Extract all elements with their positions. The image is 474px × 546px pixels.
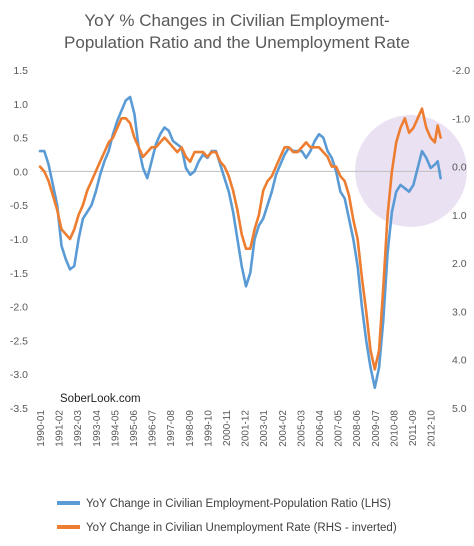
legend-label-employment-ratio: YoY Change in Civilian Employment-Popula… xyxy=(86,498,391,510)
x-tick-label: 2006-04 xyxy=(315,410,326,447)
series-line-employment-ratio xyxy=(38,95,442,389)
x-tick-label: 2012-10 xyxy=(427,410,438,447)
x-tick-label: 1996-07 xyxy=(148,410,159,447)
left-tick-label: -0.5 xyxy=(10,200,28,212)
x-tick-label: 1999-10 xyxy=(203,410,214,447)
x-tick-label: 2004-02 xyxy=(278,410,289,447)
watermark: SoberLook.com xyxy=(60,393,141,405)
right-tick-label: 0.0 xyxy=(452,162,467,174)
right-tick-label: 4.0 xyxy=(452,355,467,367)
chart-title-line-2: Population Ratio and the Unemployment Ra… xyxy=(64,33,410,52)
x-axis: 1990-01 1991-02 1992-03 1993-04 1994-05 1995-… xyxy=(36,410,438,447)
x-tick-label: 1997-08 xyxy=(166,410,177,447)
x-tick-label: 2011-09 xyxy=(408,410,419,446)
series-line-unemployment-rate xyxy=(38,107,442,371)
left-axis: 1.5 1.0 0.5 0.0 -0.5 -1.0 -1.5 -2.0 -2.5 -3.0 -3.5 xyxy=(10,65,28,415)
x-tick-label: 2008-06 xyxy=(352,410,363,447)
right-tick-label: 1.0 xyxy=(452,210,467,222)
left-tick-label: 1.0 xyxy=(13,99,28,111)
right-tick-label: 3.0 xyxy=(452,306,467,318)
left-tick-label: 1.5 xyxy=(13,65,28,77)
chart-title-line-1: YoY % Changes in Civilian Employment- xyxy=(84,11,389,30)
x-tick-label: 2003-01 xyxy=(259,410,270,447)
x-tick-label: 1995-06 xyxy=(129,410,140,447)
left-tick-label: -2.5 xyxy=(10,335,28,347)
x-tick-label: 2007-05 xyxy=(334,410,345,447)
left-tick-label: -3.5 xyxy=(10,403,28,415)
right-tick-label: -2.0 xyxy=(452,65,470,77)
legend-label-unemployment-rate: YoY Change in Civilian Unemployment Rate… xyxy=(86,522,397,534)
x-tick-label: 1990-01 xyxy=(36,410,47,447)
right-tick-label: -1.0 xyxy=(452,113,470,125)
x-tick-label: 1994-05 xyxy=(110,410,121,447)
x-tick-label: 1993-04 xyxy=(92,410,103,447)
x-tick-label: 2010-08 xyxy=(389,410,400,447)
left-tick-label: -2.0 xyxy=(10,302,28,314)
legend: YoY Change in Civilian Employment-Popula… xyxy=(57,498,397,534)
x-tick-label: 1992-03 xyxy=(73,410,84,447)
x-tick-label: 2005-03 xyxy=(296,410,307,447)
x-tick-label: 1998-09 xyxy=(185,410,196,447)
left-tick-label: 0.5 xyxy=(13,133,28,145)
left-tick-label: 0.0 xyxy=(13,166,28,178)
right-axis: -2.0 -1.0 0.0 1.0 2.0 3.0 4.0 5.0 xyxy=(452,65,470,415)
left-tick-label: -1.0 xyxy=(10,234,28,246)
left-tick-label: -1.5 xyxy=(10,268,28,280)
right-tick-label: 2.0 xyxy=(452,258,467,270)
x-tick-label: 2009-07 xyxy=(371,410,382,447)
right-tick-label: 5.0 xyxy=(452,403,467,415)
plot-area xyxy=(38,95,442,389)
x-tick-label: 2001-12 xyxy=(241,410,252,447)
x-tick-label: 1991-02 xyxy=(55,410,66,447)
x-tick-label: 2000-11 xyxy=(222,410,233,446)
left-tick-label: -3.0 xyxy=(10,369,28,381)
